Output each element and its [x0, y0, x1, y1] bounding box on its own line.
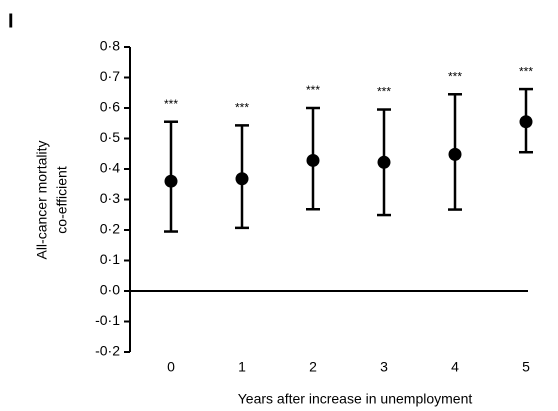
x-axis-label: Years after increase in unemployment: [238, 391, 473, 407]
point: [235, 172, 249, 186]
x-tick-label: 3: [380, 359, 388, 375]
y-tick-label: 0·2: [100, 221, 120, 237]
significance-label: ***: [519, 64, 533, 78]
significance-label: ***: [377, 85, 391, 99]
y-label-line: co-efficient: [54, 166, 70, 234]
panel-label: I: [8, 10, 14, 32]
significance-label: ***: [448, 69, 462, 83]
y-tick-label: -0·2: [95, 343, 120, 359]
y-label-line: All-cancer mortality: [34, 140, 50, 259]
point: [448, 147, 462, 161]
point: [519, 115, 533, 129]
y-tick-label: 0·4: [100, 160, 120, 176]
x-tick-label: 4: [451, 359, 459, 375]
x-tick-label: 5: [522, 359, 530, 375]
x-tick-label: 2: [309, 359, 317, 375]
y-tick-label: 0·8: [100, 38, 120, 54]
point: [306, 153, 320, 167]
y-tick-label: 0·0: [100, 282, 120, 298]
significance-label: ***: [235, 101, 249, 115]
significance-label: ***: [164, 97, 178, 111]
y-tick-label: 0·5: [100, 129, 120, 145]
point: [377, 155, 391, 169]
significance-label: ***: [306, 83, 320, 97]
y-tick-label: -0·1: [95, 312, 120, 328]
y-tick-label: 0·1: [100, 251, 120, 267]
x-tick-label: 0: [167, 359, 175, 375]
y-axis-label: All-cancer mortality co-efficient: [34, 140, 70, 259]
x-tick-label: 1: [238, 359, 246, 375]
y-tick-label: 0·6: [100, 99, 120, 115]
point: [164, 174, 178, 188]
y-tick-label: 0·3: [100, 190, 120, 206]
y-tick-label: 0·7: [100, 68, 120, 84]
